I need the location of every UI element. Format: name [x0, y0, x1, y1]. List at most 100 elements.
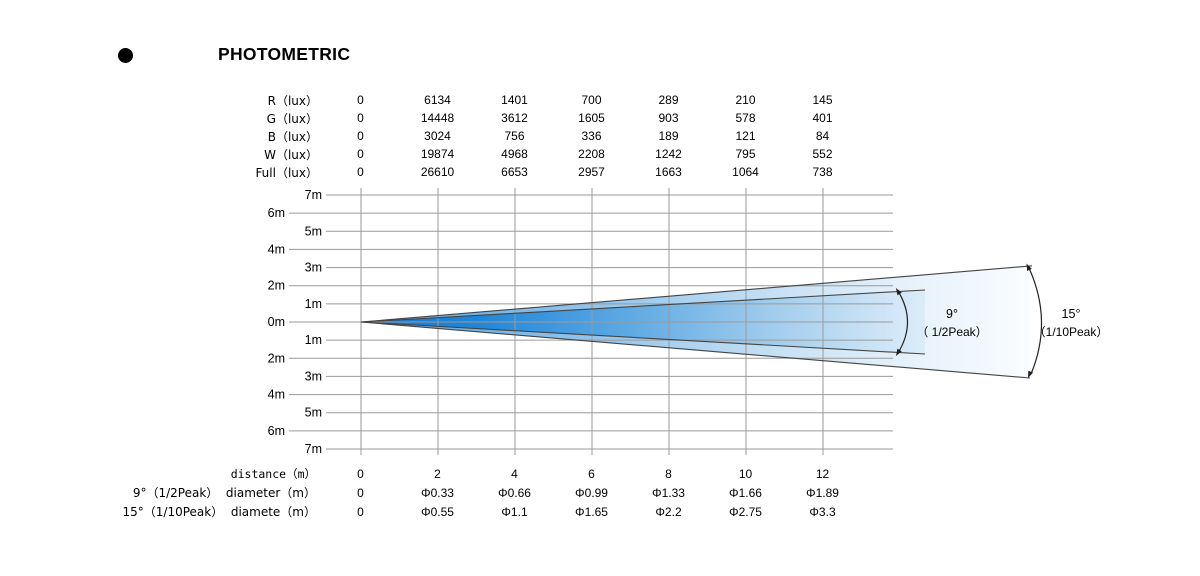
inner-angle-sublabel: （ 1/2Peak）: [916, 325, 987, 339]
value-cell: 145: [812, 93, 833, 107]
value-cell: Φ0.99: [575, 485, 608, 500]
value-cell: Φ1.65: [575, 504, 608, 519]
value-cell: 0: [357, 466, 364, 481]
axis-label: 2m: [268, 279, 285, 293]
row-label: 15°（1/10Peak） diamete（m）: [122, 505, 317, 519]
value-cell: 6: [588, 466, 595, 481]
value-cell: 756: [504, 129, 525, 143]
value-cell: Φ0.66: [498, 485, 531, 500]
value-cell: 26610: [420, 165, 455, 179]
value-cell: 0: [357, 165, 364, 179]
arrowhead-icon: [896, 288, 902, 296]
beam-inner-edge-top: [360, 289, 926, 323]
value-cell: 14448: [420, 111, 455, 125]
axis-label: 0m: [268, 315, 285, 329]
axis-label: 7m: [305, 188, 322, 202]
value-cell: Φ0.55: [421, 504, 454, 519]
value-cell: Φ2.2: [655, 504, 682, 519]
value-cell: Φ2.75: [729, 504, 762, 519]
beam-outer-edge-top: [360, 265, 1033, 323]
arc-arrowheads: [896, 263, 1034, 378]
value-cell: 289: [658, 93, 679, 107]
axis-label: 1m: [305, 297, 322, 311]
page-title: PHOTOMETRIC: [218, 44, 351, 64]
angle-arcs: [897, 267, 1043, 375]
value-cell: 578: [735, 111, 756, 125]
value-cell: 1605: [578, 111, 605, 125]
value-cell: 19874: [420, 147, 455, 161]
axis-label: 1m: [305, 333, 322, 347]
axis-label: 4m: [268, 242, 285, 256]
value-cell: 336: [581, 129, 602, 143]
beam-inner-edge-bottom: [360, 321, 926, 355]
value-cell: 1242: [655, 147, 682, 161]
value-cell: 3612: [501, 111, 528, 125]
axis-label: 5m: [305, 406, 322, 420]
value-cell: 1663: [655, 165, 682, 179]
table-row: 15°（1/10Peak） diamete（m） 0 Φ0.55 Φ1.1 Φ1.65 Φ…: [100, 502, 861, 521]
value-cell: 121: [735, 129, 756, 143]
value-cell: 0: [357, 129, 364, 143]
axis-labels-inner: 7m 5m 3m 1m 1m 3m 5m 7m: [305, 188, 322, 456]
value-cell: 2208: [578, 147, 605, 161]
inner-angle-label: 9°: [946, 307, 958, 321]
value-cell: 6653: [501, 165, 528, 179]
arrowhead-icon: [1028, 370, 1034, 378]
axis-labels-outer: 6m 4m 2m 0m 2m 4m 6m: [268, 206, 285, 438]
value-cell: 552: [812, 147, 833, 161]
axis-label: 6m: [268, 206, 285, 220]
axis-label: 7m: [305, 442, 322, 456]
value-cell: Φ1.89: [806, 485, 839, 500]
axis-label: 3m: [305, 369, 322, 383]
axis-label: 5m: [305, 224, 322, 238]
row-label: B（lux）: [267, 129, 318, 144]
inner-angle-arc: [897, 290, 908, 354]
lux-table: R（lux） 0 6134 1401 700 289 210 145 G（lux） 0 14448 3…: [238, 91, 861, 181]
value-cell: Φ0.33: [421, 485, 454, 500]
value-cell: 12: [815, 466, 830, 481]
outer-angle-arc: [1028, 267, 1043, 375]
axis-label: 2m: [268, 351, 285, 365]
value-cell: 6134: [424, 93, 451, 107]
table-row: 9°（1/2Peak） diameter（m） 0 Φ0.33 Φ0.66 Φ0.99 Φ…: [100, 483, 861, 502]
value-cell: Φ1.1: [501, 504, 528, 519]
beam-edges: [360, 265, 1033, 379]
value-cell: 2: [434, 466, 441, 481]
axis-label: 4m: [268, 388, 285, 402]
axis-label: 6m: [268, 424, 285, 438]
row-label: Full（lux）: [255, 165, 318, 180]
value-cell: 210: [735, 93, 756, 107]
outer-angle-sublabel: （1/10Peak）: [1034, 325, 1109, 339]
value-cell: 738: [812, 165, 833, 179]
row-label: 9°（1/2Peak） diameter（m）: [132, 486, 316, 500]
value-cell: 0: [357, 147, 364, 161]
value-cell: 0: [357, 111, 364, 125]
value-cell: Φ3.3: [809, 504, 836, 519]
row-label: G（lux）: [266, 111, 318, 126]
value-cell: 2957: [578, 165, 605, 179]
value-cell: 4: [511, 466, 518, 481]
value-cell: 189: [658, 129, 679, 143]
value-cell: 0: [357, 485, 364, 500]
value-cell: 8: [665, 466, 672, 481]
value-cell: 0: [357, 504, 364, 519]
bullet-icon: [118, 48, 133, 63]
arrowhead-icon: [896, 348, 902, 356]
table-row: B（lux） 0 3024 756 336 189 121 84: [238, 127, 861, 145]
row-label: distance（m）: [230, 466, 316, 481]
distance-diameter-table: distance（m） 0 2 4 6 8 10 12 9°（1/2Peak） diameter…: [100, 464, 861, 521]
table-row: Full（lux） 0 26610 6653 2957 1663 1064 738: [238, 163, 861, 181]
value-cell: 10: [738, 466, 753, 481]
table-row: G（lux） 0 14448 3612 1605 903 578 401: [238, 109, 861, 127]
axis-label: 3m: [305, 261, 322, 275]
value-cell: 1401: [501, 93, 528, 107]
value-cell: 903: [658, 111, 679, 125]
value-cell: Φ1.66: [729, 485, 762, 500]
value-cell: 700: [581, 93, 602, 107]
row-label: W（lux）: [264, 147, 318, 162]
value-cell: 795: [735, 147, 756, 161]
beam-outer-edge-bottom: [360, 321, 1031, 379]
table-row: W（lux） 0 19874 4968 2208 1242 795 552: [238, 145, 861, 163]
value-cell: 0: [357, 93, 364, 107]
